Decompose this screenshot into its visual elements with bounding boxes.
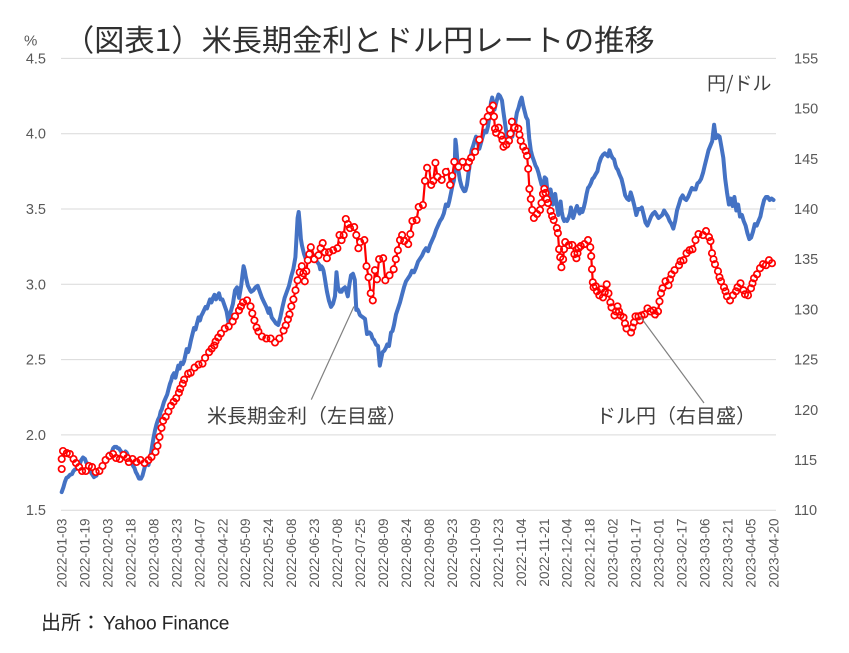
svg-text:3.5: 3.5 xyxy=(26,202,46,218)
svg-text:2022-06-23: 2022-06-23 xyxy=(307,519,322,588)
svg-text:4.5: 4.5 xyxy=(26,51,46,67)
svg-text:2023-04-20: 2023-04-20 xyxy=(766,519,781,588)
svg-text:2022-08-09: 2022-08-09 xyxy=(376,519,391,588)
svg-text:145: 145 xyxy=(794,152,818,168)
svg-text:2022-01-03: 2022-01-03 xyxy=(55,519,70,588)
svg-text:2022-03-08: 2022-03-08 xyxy=(146,519,161,588)
svg-text:4.0: 4.0 xyxy=(26,127,46,143)
svg-text:2022-10-09: 2022-10-09 xyxy=(468,519,483,588)
svg-text:2023-03-06: 2023-03-06 xyxy=(698,519,713,588)
svg-text:2.0: 2.0 xyxy=(26,428,46,444)
svg-text:2022-10-23: 2022-10-23 xyxy=(491,519,506,588)
svg-text:135: 135 xyxy=(794,252,818,268)
svg-text:2022-07-08: 2022-07-08 xyxy=(330,519,345,588)
svg-text:2022-12-18: 2022-12-18 xyxy=(583,519,598,588)
svg-text:2023-02-17: 2023-02-17 xyxy=(675,519,690,588)
svg-text:Yahoo Finance: Yahoo Finance xyxy=(103,614,229,635)
svg-text:155: 155 xyxy=(794,51,818,67)
svg-text:2022-11-21: 2022-11-21 xyxy=(537,519,552,587)
svg-text:2022-02-18: 2022-02-18 xyxy=(123,519,138,588)
svg-text:2022-07-25: 2022-07-25 xyxy=(353,519,368,588)
svg-text:130: 130 xyxy=(794,302,818,318)
svg-text:2022-12-04: 2022-12-04 xyxy=(560,518,575,588)
svg-text:2022-05-09: 2022-05-09 xyxy=(238,519,253,588)
svg-text:115: 115 xyxy=(794,453,817,469)
svg-text:2022-09-08: 2022-09-08 xyxy=(422,519,437,588)
svg-text:2022-01-19: 2022-01-19 xyxy=(78,519,93,588)
svg-text:2023-01-17: 2023-01-17 xyxy=(629,519,644,588)
svg-text:2022-04-07: 2022-04-07 xyxy=(192,519,207,588)
svg-text:2022-11-04: 2022-11-04 xyxy=(514,518,529,587)
svg-text:2022-04-22: 2022-04-22 xyxy=(215,519,230,588)
svg-text:2023-03-21: 2023-03-21 xyxy=(721,519,736,588)
svg-text:2023-01-02: 2023-01-02 xyxy=(606,519,621,588)
svg-text:1.5: 1.5 xyxy=(26,503,46,519)
svg-text:2022-02-03: 2022-02-03 xyxy=(100,519,115,588)
svg-text:110: 110 xyxy=(794,503,817,519)
svg-text:3.0: 3.0 xyxy=(26,277,46,293)
svg-text:%: % xyxy=(24,33,37,50)
svg-text:150: 150 xyxy=(794,102,818,118)
svg-text:2023-04-05: 2023-04-05 xyxy=(743,519,758,588)
svg-text:140: 140 xyxy=(794,202,818,218)
svg-text:120: 120 xyxy=(794,403,818,419)
svg-text:125: 125 xyxy=(794,353,818,369)
svg-text:2023-02-01: 2023-02-01 xyxy=(652,519,667,588)
svg-text:2022-06-08: 2022-06-08 xyxy=(284,519,299,588)
svg-text:2022-05-24: 2022-05-24 xyxy=(261,518,276,588)
svg-text:2022-09-23: 2022-09-23 xyxy=(445,519,460,588)
svg-text:2022-03-23: 2022-03-23 xyxy=(169,519,184,588)
svg-text:2022-08-24: 2022-08-24 xyxy=(399,518,414,588)
svg-text:2.5: 2.5 xyxy=(26,353,46,369)
